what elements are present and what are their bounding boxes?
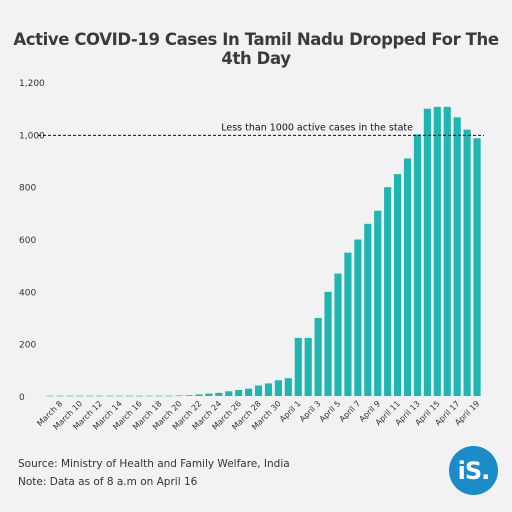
bar bbox=[473, 138, 481, 396]
bar bbox=[453, 117, 461, 396]
bar bbox=[185, 395, 193, 396]
y-axis-ticks: 0 200 400 600 800 1,000 1,200 bbox=[19, 79, 45, 403]
bar bbox=[205, 393, 213, 396]
y-tick-label: 800 bbox=[19, 184, 36, 194]
logo-badge: iS. bbox=[449, 446, 498, 495]
bar bbox=[66, 395, 74, 397]
bar bbox=[443, 106, 451, 397]
bar bbox=[96, 395, 104, 397]
bar bbox=[46, 395, 54, 397]
bar bbox=[403, 158, 412, 396]
bar bbox=[245, 388, 253, 396]
bar bbox=[175, 395, 183, 397]
bars bbox=[46, 106, 481, 397]
x-tick-label: April 3 bbox=[298, 399, 323, 424]
bar bbox=[374, 210, 382, 396]
bar bbox=[413, 134, 422, 396]
x-tick-label: April 5 bbox=[318, 399, 343, 424]
bar bbox=[394, 174, 402, 396]
bar bbox=[235, 389, 243, 396]
x-tick-label: April 7 bbox=[338, 399, 363, 424]
bar bbox=[225, 391, 233, 396]
bar bbox=[423, 108, 431, 396]
bar bbox=[145, 395, 153, 397]
y-tick-label: 1,000 bbox=[19, 131, 45, 141]
bar bbox=[334, 273, 342, 396]
y-tick-label: 400 bbox=[19, 288, 36, 298]
y-tick-label: 200 bbox=[19, 341, 36, 351]
bar bbox=[294, 337, 302, 396]
bar bbox=[125, 395, 133, 397]
y-tick-label: 600 bbox=[19, 236, 36, 246]
bar bbox=[76, 395, 84, 397]
note-text: Note: Data as of 8 a.m on April 16 bbox=[18, 476, 198, 488]
y-tick-label: 0 bbox=[19, 393, 25, 403]
bar bbox=[254, 385, 263, 396]
bar bbox=[463, 129, 471, 396]
chart-title: Active COVID-19 Cases In Tamil Nadu Drop… bbox=[13, 30, 499, 68]
bar bbox=[135, 395, 143, 397]
bar bbox=[364, 223, 372, 396]
bar bbox=[105, 395, 114, 397]
bar bbox=[56, 395, 64, 397]
bar bbox=[344, 252, 352, 396]
bar bbox=[155, 395, 163, 397]
bar bbox=[195, 394, 203, 396]
y-tick-label: 1,200 bbox=[19, 79, 45, 89]
bar bbox=[314, 318, 322, 396]
bar bbox=[284, 378, 292, 396]
bar bbox=[165, 395, 173, 397]
source-text: Source: Ministry of Health and Family We… bbox=[18, 458, 290, 470]
bar bbox=[384, 187, 392, 396]
x-tick-label: April 1 bbox=[278, 399, 303, 424]
bar bbox=[304, 337, 312, 396]
threshold-annotation: Less than 1000 active cases in the state bbox=[221, 122, 413, 133]
bar bbox=[215, 392, 223, 396]
bar bbox=[264, 383, 273, 396]
bar bbox=[324, 291, 332, 396]
bar bbox=[354, 239, 362, 396]
bar bbox=[115, 395, 124, 397]
bar bbox=[274, 380, 282, 396]
bar bbox=[433, 106, 441, 397]
bar bbox=[86, 395, 94, 397]
